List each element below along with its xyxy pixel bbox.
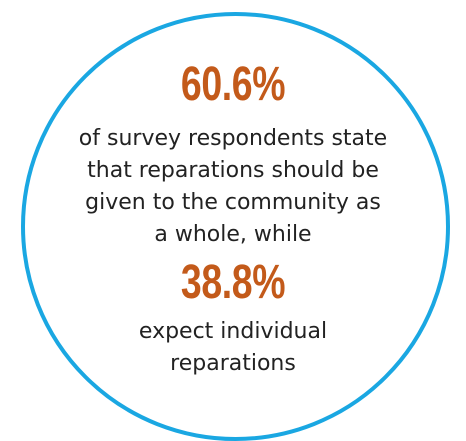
individual-statement-line: expect individual — [138, 319, 328, 344]
infographic-circle — [21, 12, 450, 441]
community-statement-line: a whole, while — [154, 222, 312, 247]
individual-percent: 38.8% — [180, 256, 286, 309]
individual-statement: expect individual reparations — [0, 316, 466, 380]
community-statement-line: that reparations should be — [87, 158, 379, 183]
community-statement-line: given to the community as — [85, 190, 381, 215]
individual-statement-line: reparations — [170, 351, 296, 376]
community-percent: 60.6% — [180, 58, 286, 111]
community-statement: of survey respondents state that reparat… — [0, 123, 466, 251]
community-statement-line: of survey respondents state — [78, 126, 388, 151]
